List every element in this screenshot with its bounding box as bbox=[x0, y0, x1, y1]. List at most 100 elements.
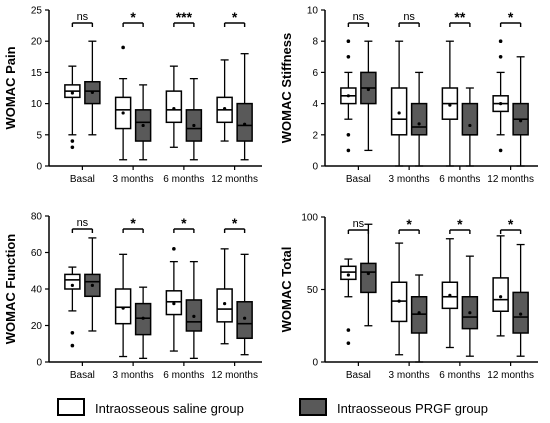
outlier-point bbox=[70, 343, 75, 348]
box-prgf bbox=[134, 286, 152, 360]
y-tick-label: 40 bbox=[31, 285, 43, 296]
mean-marker bbox=[223, 106, 227, 111]
mean-marker bbox=[192, 314, 196, 318]
box-iqr bbox=[114, 288, 132, 325]
x-tick-label: 6 months bbox=[439, 370, 480, 381]
y-axis-label: WOMAC Stiffness bbox=[279, 33, 294, 144]
significance-label: * bbox=[130, 9, 136, 25]
significance-bracket: *** bbox=[173, 9, 195, 27]
chart-function: 0 20 40 60 80 WOMAC Function Basal ns 3 months * 6… bbox=[3, 212, 262, 381]
mean-marker bbox=[448, 293, 452, 297]
significance-label: * bbox=[457, 216, 463, 232]
mean-marker bbox=[121, 111, 125, 115]
mean-marker bbox=[70, 91, 74, 95]
significance-bracket: * bbox=[449, 216, 471, 234]
legend: Intraosseous saline group Intraosseous P… bbox=[57, 398, 488, 416]
significance-bracket: * bbox=[122, 9, 144, 27]
legend-swatch-saline bbox=[57, 398, 85, 416]
outlier-point bbox=[498, 148, 503, 153]
box-saline bbox=[64, 65, 81, 150]
mean-marker bbox=[468, 311, 472, 315]
x-tick-label: 3 months bbox=[389, 370, 430, 381]
mean-marker bbox=[243, 316, 247, 320]
outlier-point bbox=[346, 133, 351, 137]
box-prgf bbox=[84, 237, 101, 332]
chart-total: 0 50 100 WOMAC Total Basal ns 3 months * 6 month… bbox=[279, 213, 538, 381]
significance-label: * bbox=[406, 216, 412, 232]
significance-label: * bbox=[232, 215, 238, 231]
significance-bracket: ns bbox=[398, 11, 420, 27]
significance-label: ns bbox=[77, 11, 89, 23]
x-tick-label: 3 months bbox=[113, 174, 154, 185]
significance-bracket: ns bbox=[71, 11, 94, 27]
outlier-point bbox=[346, 55, 351, 59]
x-tick-label: 3 months bbox=[113, 370, 154, 381]
box-iqr bbox=[165, 90, 183, 124]
legend-item-prgf: Intraosseous PRGF group bbox=[299, 398, 488, 416]
x-tick-label: Basal bbox=[346, 370, 371, 381]
significance-bracket: * bbox=[122, 215, 144, 233]
outlier-point bbox=[346, 341, 351, 345]
y-tick-label: 10 bbox=[307, 6, 319, 17]
x-tick-label: Basal bbox=[346, 174, 371, 185]
mean-marker bbox=[519, 312, 523, 316]
box-saline bbox=[492, 235, 509, 337]
y-tick-label: 8 bbox=[312, 37, 318, 48]
significance-bracket: ns bbox=[347, 11, 370, 27]
mean-marker bbox=[519, 119, 523, 123]
box-saline bbox=[216, 59, 233, 142]
mean-marker bbox=[499, 102, 503, 106]
mean-marker bbox=[417, 311, 421, 315]
mean-marker bbox=[346, 273, 350, 277]
mean-marker bbox=[121, 306, 125, 310]
x-tick-label: 12 months bbox=[487, 174, 534, 185]
outlier-point bbox=[70, 145, 75, 150]
y-axis-label: WOMAC Pain bbox=[3, 46, 18, 129]
outlier-point bbox=[172, 247, 176, 251]
mean-marker bbox=[90, 90, 94, 94]
significance-label: ns bbox=[353, 218, 365, 230]
mean-marker bbox=[346, 94, 350, 98]
y-tick-label: 25 bbox=[31, 6, 43, 17]
y-tick-label: 20 bbox=[31, 37, 43, 48]
chart-stiffness: 0 2 4 6 8 10 WOMAC Stiffness Basal ns 3 months ns 6… bbox=[279, 6, 538, 185]
y-tick-label: 15 bbox=[31, 68, 43, 79]
significance-bracket: * bbox=[398, 216, 420, 234]
significance-label: * bbox=[130, 215, 136, 231]
box-prgf bbox=[410, 71, 428, 167]
box-saline bbox=[441, 238, 459, 349]
box-prgf bbox=[512, 243, 529, 357]
chart-panels: 0 5 10 15 20 25 WOMAC Pain Basal ns 3 months * 6 mo… bbox=[3, 6, 538, 381]
y-tick-label: 5 bbox=[36, 130, 42, 141]
box-saline bbox=[340, 258, 357, 345]
y-tick-label: 0 bbox=[36, 162, 42, 173]
outlier-point bbox=[70, 139, 75, 143]
box-iqr bbox=[236, 301, 253, 340]
box-prgf bbox=[410, 274, 428, 363]
legend-label-prgf: Intraosseous PRGF group bbox=[337, 401, 488, 416]
box-prgf bbox=[185, 260, 203, 360]
mean-marker bbox=[366, 271, 370, 276]
box-prgf bbox=[236, 53, 253, 161]
outlier-point bbox=[498, 39, 503, 43]
box-prgf bbox=[84, 40, 101, 136]
mean-marker bbox=[366, 87, 370, 92]
y-tick-label: 0 bbox=[312, 358, 318, 369]
significance-bracket: * bbox=[223, 215, 246, 233]
outlier-point bbox=[498, 55, 503, 59]
significance-label: ns bbox=[353, 11, 365, 23]
box-prgf bbox=[360, 223, 377, 327]
mean-marker bbox=[417, 122, 421, 126]
y-tick-label: 4 bbox=[312, 99, 318, 110]
box-prgf bbox=[512, 56, 529, 167]
significance-label: *** bbox=[176, 9, 193, 25]
box-iqr bbox=[492, 277, 509, 312]
y-axis-label: WOMAC Total bbox=[279, 247, 294, 333]
x-tick-label: 6 months bbox=[163, 370, 204, 381]
box-iqr bbox=[236, 102, 253, 142]
y-axis-label: WOMAC Function bbox=[3, 234, 18, 345]
outlier-point bbox=[346, 39, 351, 43]
mean-marker bbox=[448, 103, 452, 107]
x-tick-label: 12 months bbox=[211, 370, 258, 381]
